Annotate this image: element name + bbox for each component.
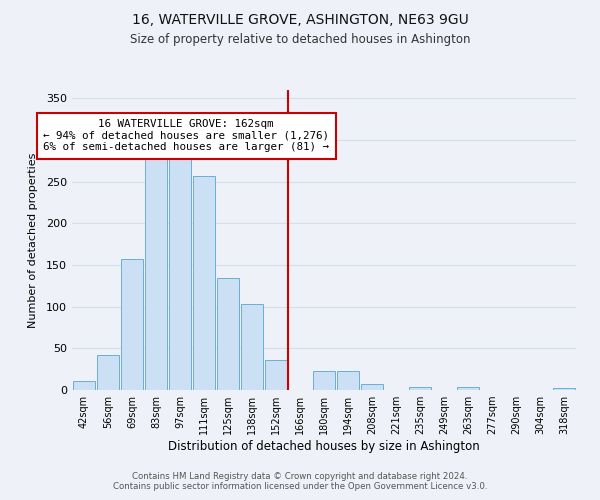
Text: Contains HM Land Registry data © Crown copyright and database right 2024.: Contains HM Land Registry data © Crown c… — [132, 472, 468, 481]
Bar — [73, 381, 95, 390]
Bar — [121, 259, 143, 390]
Bar — [409, 386, 431, 390]
Bar — [217, 278, 239, 390]
Bar — [361, 384, 383, 390]
Text: Contains public sector information licensed under the Open Government Licence v3: Contains public sector information licen… — [113, 482, 487, 491]
Bar — [241, 304, 263, 390]
Bar — [313, 371, 335, 390]
Bar — [337, 371, 359, 390]
Y-axis label: Number of detached properties: Number of detached properties — [28, 152, 38, 328]
Bar — [145, 156, 167, 390]
X-axis label: Distribution of detached houses by size in Ashington: Distribution of detached houses by size … — [168, 440, 480, 453]
Bar — [169, 155, 191, 390]
Text: Size of property relative to detached houses in Ashington: Size of property relative to detached ho… — [130, 32, 470, 46]
Text: 16 WATERVILLE GROVE: 162sqm
← 94% of detached houses are smaller (1,276)
6% of s: 16 WATERVILLE GROVE: 162sqm ← 94% of det… — [43, 119, 329, 152]
Text: 16, WATERVILLE GROVE, ASHINGTON, NE63 9GU: 16, WATERVILLE GROVE, ASHINGTON, NE63 9G… — [131, 12, 469, 26]
Bar — [265, 360, 287, 390]
Bar — [97, 355, 119, 390]
Bar — [193, 176, 215, 390]
Bar — [553, 388, 575, 390]
Bar — [457, 386, 479, 390]
